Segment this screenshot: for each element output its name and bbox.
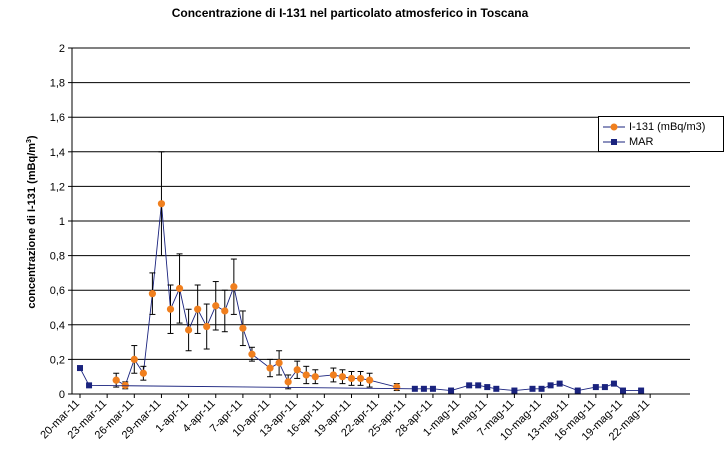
y-tick-label: 1 — [59, 216, 65, 228]
data-point — [185, 326, 193, 334]
y-tick-label: 1,8 — [50, 78, 65, 90]
legend-label-mar: MAR — [629, 136, 654, 148]
y-tick-label: 0,4 — [50, 320, 65, 332]
data-point — [429, 385, 436, 392]
data-point — [475, 382, 482, 389]
data-point — [484, 384, 491, 391]
data-point — [610, 380, 617, 387]
chart-title: Concentrazione di I-131 nel particolato … — [171, 6, 529, 20]
data-point — [620, 387, 626, 394]
data-point — [493, 385, 500, 392]
data-point — [393, 383, 401, 391]
data-point — [538, 385, 545, 392]
y-tick-label: 2 — [59, 43, 65, 55]
data-point — [592, 384, 599, 391]
legend-label-i131: I-131 (mBq/m3) — [629, 121, 706, 133]
data-point — [356, 374, 365, 383]
data-point — [302, 371, 310, 379]
data-point — [601, 384, 608, 391]
data-point — [239, 324, 247, 332]
data-point — [248, 350, 256, 358]
data-point — [166, 305, 175, 313]
data-point — [293, 366, 301, 374]
gridlines — [72, 47, 690, 395]
data-point — [529, 385, 536, 392]
series-line-i131 — [115, 203, 397, 388]
legend-item-i131: I-131 (mBq/m3) — [603, 120, 705, 134]
data-point — [130, 355, 138, 363]
y-tick-labels: 0 0,2 0,4 0,6 0,8 1 1,2 1,4 1,6 1,8 2 — [50, 43, 65, 401]
data-point — [230, 283, 238, 291]
data-point — [284, 378, 292, 386]
data-point — [556, 380, 563, 387]
axes — [68, 47, 690, 398]
y-tick-label: 0,2 — [50, 354, 65, 366]
y-tick-label: 0 — [59, 389, 65, 401]
data-point — [194, 305, 202, 313]
data-point — [175, 284, 184, 293]
data-point — [411, 385, 418, 392]
data-point — [148, 290, 156, 298]
data-point — [266, 364, 274, 372]
series — [77, 151, 645, 394]
y-tick-label: 0,8 — [50, 251, 65, 263]
x-tick-labels: 20-mar-1123-mar-1126-mar-1129-mar-111-ap… — [38, 398, 652, 444]
legend-circle-marker-icon — [603, 123, 625, 131]
data-point — [311, 373, 319, 381]
legend: I-131 (mBq/m3) MAR — [598, 116, 724, 152]
data-point — [547, 382, 554, 389]
data-point — [157, 200, 166, 208]
data-point — [511, 387, 518, 394]
data-point — [212, 302, 220, 310]
legend-square-marker-icon — [603, 139, 625, 145]
data-point — [139, 369, 147, 377]
data-point — [86, 382, 93, 389]
data-point — [347, 374, 356, 383]
y-tick-label: 1,6 — [50, 112, 65, 124]
data-point — [329, 371, 337, 379]
y-tick-label: 0,6 — [50, 285, 65, 297]
data-point — [77, 365, 83, 372]
data-point — [448, 387, 455, 394]
data-point — [574, 387, 581, 394]
data-point — [112, 376, 120, 384]
y-tick-label: 1,4 — [50, 147, 65, 159]
data-point — [420, 385, 427, 392]
legend-item-mar: MAR — [603, 135, 653, 149]
data-point — [221, 307, 229, 315]
data-point — [203, 322, 211, 331]
data-point — [275, 359, 283, 367]
data-point — [466, 382, 473, 389]
data-point — [366, 376, 374, 384]
y-tick-label: 1,2 — [50, 181, 65, 193]
data-point — [638, 387, 645, 394]
y-axis-label: concentrazione di I-131 (mBq/m3) — [26, 135, 38, 309]
data-point — [338, 373, 347, 381]
